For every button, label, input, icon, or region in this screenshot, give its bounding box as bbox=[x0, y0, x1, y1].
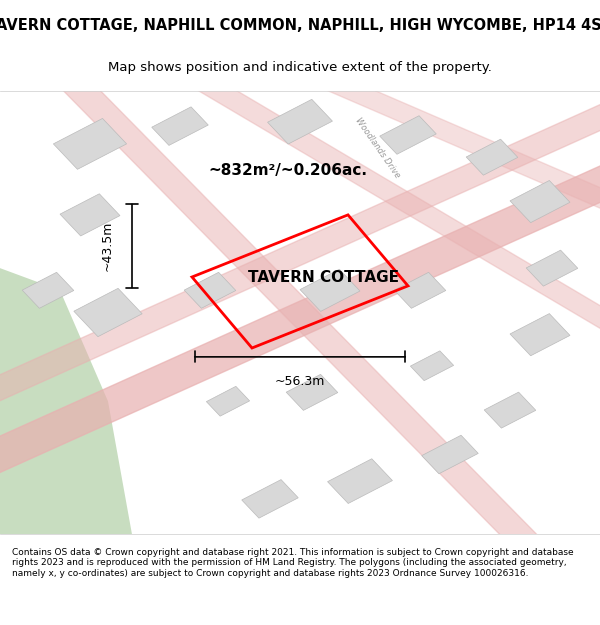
Text: ~43.5m: ~43.5m bbox=[101, 221, 114, 271]
Polygon shape bbox=[380, 116, 436, 154]
Polygon shape bbox=[206, 386, 250, 416]
Polygon shape bbox=[0, 81, 600, 411]
Polygon shape bbox=[173, 61, 600, 342]
Polygon shape bbox=[242, 479, 298, 518]
Text: TAVERN COTTAGE, NAPHILL COMMON, NAPHILL, HIGH WYCOMBE, HP14 4SZ: TAVERN COTTAGE, NAPHILL COMMON, NAPHILL,… bbox=[0, 18, 600, 33]
Polygon shape bbox=[328, 459, 392, 504]
Text: ~56.3m: ~56.3m bbox=[275, 374, 325, 388]
Polygon shape bbox=[60, 194, 120, 236]
Polygon shape bbox=[394, 272, 446, 308]
Polygon shape bbox=[510, 314, 570, 356]
Polygon shape bbox=[152, 107, 208, 146]
Polygon shape bbox=[53, 118, 127, 169]
Polygon shape bbox=[0, 268, 132, 534]
Polygon shape bbox=[484, 392, 536, 428]
Polygon shape bbox=[286, 374, 338, 411]
Polygon shape bbox=[300, 269, 360, 311]
Polygon shape bbox=[184, 272, 236, 308]
Polygon shape bbox=[510, 181, 570, 222]
Polygon shape bbox=[48, 62, 552, 563]
Polygon shape bbox=[22, 272, 74, 308]
Text: Contains OS data © Crown copyright and database right 2021. This information is : Contains OS data © Crown copyright and d… bbox=[12, 548, 574, 578]
Polygon shape bbox=[0, 144, 600, 481]
Text: Woodlands Drive: Woodlands Drive bbox=[354, 116, 402, 180]
Polygon shape bbox=[268, 99, 332, 144]
Polygon shape bbox=[294, 61, 600, 231]
Polygon shape bbox=[410, 351, 454, 381]
Polygon shape bbox=[466, 139, 518, 175]
Polygon shape bbox=[526, 250, 578, 286]
Polygon shape bbox=[422, 435, 478, 474]
Text: TAVERN COTTAGE: TAVERN COTTAGE bbox=[248, 269, 400, 284]
Polygon shape bbox=[74, 288, 142, 337]
Text: Map shows position and indicative extent of the property.: Map shows position and indicative extent… bbox=[108, 61, 492, 74]
Text: ~832m²/~0.206ac.: ~832m²/~0.206ac. bbox=[209, 163, 367, 178]
